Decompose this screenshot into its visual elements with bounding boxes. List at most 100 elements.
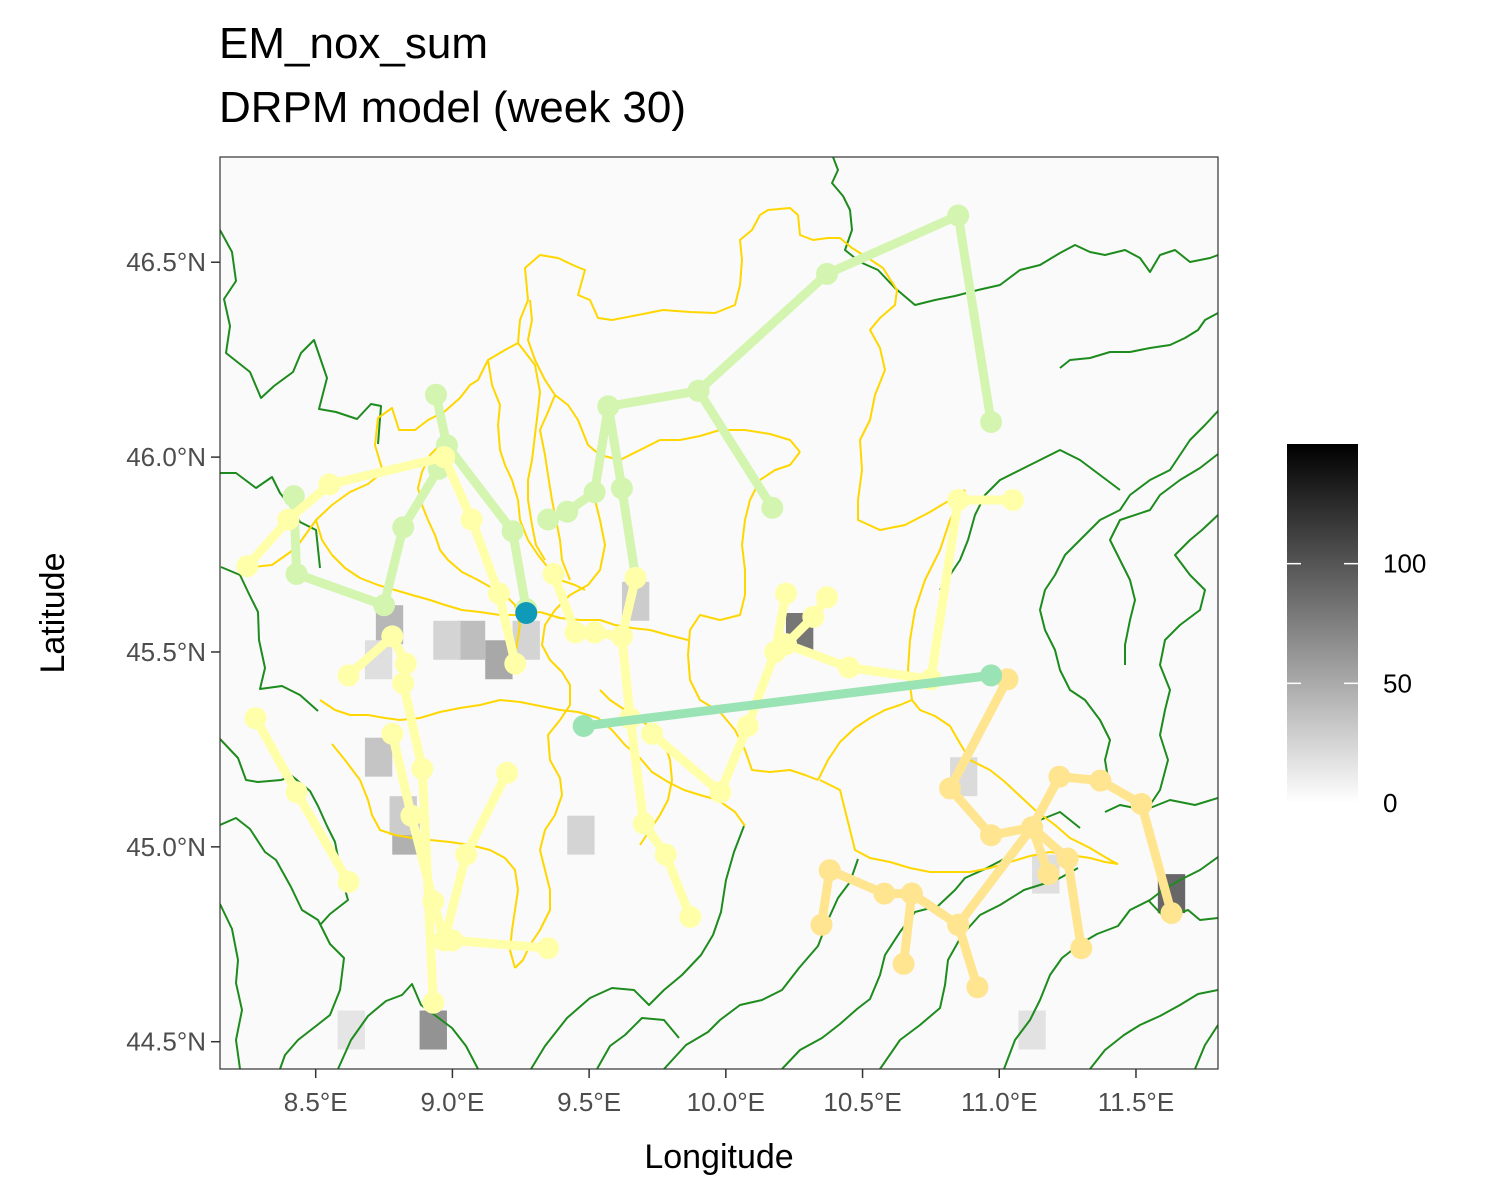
station-point — [501, 520, 524, 543]
station-point — [236, 555, 259, 578]
station-point — [337, 664, 360, 687]
region-borders — [252, 207, 1119, 969]
cluster-4 — [572, 664, 1003, 737]
cluster-path — [579, 670, 996, 731]
station-point — [537, 508, 560, 531]
station-point — [1089, 769, 1112, 792]
station-point — [425, 383, 447, 406]
x-tick-label: 11.0°E — [961, 1087, 1037, 1117]
station-point — [337, 870, 360, 893]
grid-cell — [419, 1010, 447, 1050]
y-axis: 44.5°N 45.0°N 45.5°N 46.0°N 46.5°N — [126, 247, 220, 1057]
station-point — [679, 906, 702, 928]
station-point — [892, 952, 915, 975]
station-point — [411, 757, 434, 780]
cluster-path — [289, 440, 531, 614]
legend: 0 50 100 — [1287, 549, 1426, 818]
station-point — [837, 656, 860, 679]
station-point — [1130, 793, 1153, 815]
station-point — [277, 508, 300, 531]
station-point — [583, 481, 606, 504]
station-point — [564, 621, 587, 644]
station-point — [632, 812, 655, 835]
station-point — [244, 707, 267, 730]
station-point — [400, 804, 423, 827]
station-point — [1160, 902, 1183, 925]
station-point — [810, 913, 833, 936]
station-point — [455, 843, 478, 866]
x-tick-label: 9.0°E — [420, 1087, 484, 1117]
station-point — [572, 715, 595, 737]
cluster-path — [899, 889, 917, 969]
station-point — [318, 473, 341, 496]
grid-cell — [457, 620, 486, 660]
station-point — [433, 446, 456, 469]
grid-cell — [567, 815, 595, 855]
station-point — [873, 882, 896, 905]
station-point — [624, 566, 647, 589]
station-point — [775, 582, 797, 605]
station-point — [816, 262, 838, 285]
station-point — [1048, 765, 1071, 788]
station-point — [1037, 863, 1060, 886]
y-axis-title: Latitude — [34, 553, 72, 674]
station-point — [1021, 816, 1044, 839]
station-point — [802, 605, 825, 628]
station-point — [282, 485, 305, 508]
cluster-path — [953, 822, 1086, 953]
station-point — [687, 379, 710, 402]
station-point — [654, 843, 677, 866]
legend-label: 50 — [1383, 668, 1412, 698]
station-point — [487, 582, 510, 605]
cluster-path — [387, 729, 512, 945]
station-point — [460, 508, 483, 531]
y-tick-label: 45.5°N — [126, 637, 206, 667]
station-point — [641, 722, 663, 745]
station-point — [1056, 847, 1079, 870]
legend-colorbar — [1287, 444, 1358, 803]
station-point — [980, 664, 1003, 687]
panel-border — [219, 156, 1219, 1070]
station-point — [556, 500, 579, 523]
station-point — [980, 411, 1003, 433]
grid-cell — [337, 1010, 365, 1050]
grid-cell — [433, 620, 461, 660]
x-tick-label: 10.5°E — [823, 1087, 901, 1117]
station-point — [996, 668, 1019, 691]
station-point — [761, 496, 784, 519]
station-point — [980, 824, 1003, 847]
grid-cell — [364, 737, 393, 777]
station-point — [381, 722, 404, 745]
station-point — [285, 781, 308, 804]
station-point — [504, 652, 527, 675]
y-tick-label: 44.5°N — [126, 1027, 206, 1057]
station-point — [537, 937, 560, 960]
station-point — [610, 477, 633, 500]
x-tick-label: 9.5°E — [557, 1087, 621, 1117]
cluster-path — [694, 386, 777, 513]
legend-label: 100 — [1383, 549, 1426, 579]
plot-title: EM_nox_sum — [219, 19, 489, 68]
highlight-station-point — [515, 602, 538, 624]
station-point — [947, 913, 970, 936]
station-point — [373, 594, 396, 617]
station-point — [818, 859, 841, 882]
plot-subtitle: DRPM model (week 30) — [219, 83, 687, 132]
y-tick-label: 46.5°N — [126, 247, 206, 277]
station-point — [939, 777, 961, 800]
x-tick-label: 10.0°E — [687, 1087, 765, 1117]
station-point — [422, 991, 445, 1014]
station-point — [947, 204, 970, 227]
x-axis: 8.5°E 9.0°E 9.5°E 10.0°E 10.5°E 11.0°E 11.5°E — [284, 1069, 1174, 1117]
x-tick-label: 11.5°E — [1098, 1087, 1174, 1117]
station-point — [285, 563, 308, 585]
station-point — [816, 586, 838, 609]
y-tick-label: 45.0°N — [126, 832, 206, 862]
station-point — [1001, 489, 1024, 511]
station-point — [775, 633, 797, 656]
station-point — [583, 621, 606, 644]
country-borders — [220, 157, 1218, 1069]
cluster-3 — [810, 668, 1183, 999]
panel-background — [220, 157, 1218, 1069]
